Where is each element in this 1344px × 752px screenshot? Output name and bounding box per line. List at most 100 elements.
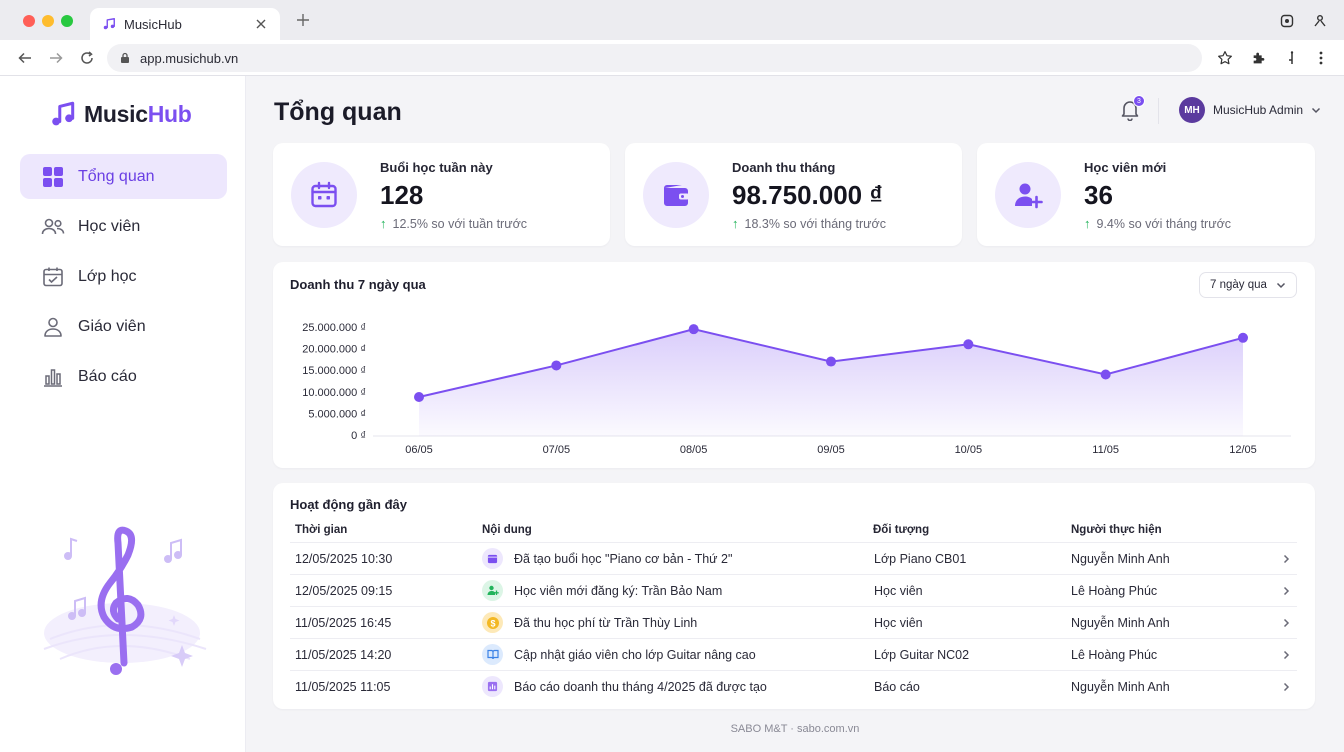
wallet-icon bbox=[643, 162, 709, 228]
chevron-right-icon[interactable] bbox=[1280, 649, 1292, 661]
row-actor: Nguyễn Minh Anh bbox=[1071, 616, 1170, 630]
tab-bar: MusicHub bbox=[0, 0, 1344, 40]
sidebar-item-teachers[interactable]: Giáo viên bbox=[20, 304, 227, 349]
table-row[interactable]: 12/05/2025 10:30 Đã tạo buổi học "Piano … bbox=[290, 542, 1297, 574]
column-header-time: Thời gian bbox=[295, 524, 348, 536]
chart-point[interactable] bbox=[551, 360, 562, 371]
sidebar-item-label: Lớp học bbox=[78, 267, 137, 285]
music-note-icon bbox=[50, 100, 76, 128]
sidebar-item-label: Tổng quan bbox=[78, 167, 155, 185]
sidebar-item-classes[interactable]: Lớp học bbox=[20, 254, 227, 299]
row-time: 11/05/2025 14:20 bbox=[295, 648, 392, 662]
table-row[interactable]: 11/05/2025 11:05 Báo cáo doanh thu tháng… bbox=[290, 670, 1297, 702]
url-field[interactable]: app.musichub.vn bbox=[107, 44, 1202, 72]
row-actor: Lê Hoàng Phúc bbox=[1071, 584, 1158, 598]
chevron-down-icon bbox=[1310, 104, 1322, 116]
bookmark-star-icon[interactable] bbox=[1216, 49, 1234, 67]
chart-point[interactable] bbox=[1238, 332, 1248, 343]
camera-icon[interactable] bbox=[1279, 13, 1295, 29]
x-tick-label: 12/05 bbox=[1229, 444, 1257, 456]
x-tick-label: 10/05 bbox=[955, 444, 983, 456]
more-menu-icon[interactable] bbox=[1312, 49, 1330, 67]
stat-label: Học viên mới bbox=[1084, 160, 1167, 175]
revenue-chart-card: Doanh thu 7 ngày qua 7 ngày qua 0 ₫ 5.000… bbox=[273, 262, 1315, 468]
minimize-window-button[interactable] bbox=[42, 15, 54, 27]
column-header-content: Nội dung bbox=[482, 524, 532, 536]
row-time: 11/05/2025 16:45 bbox=[295, 616, 392, 630]
dollar-icon: $ bbox=[482, 612, 503, 633]
svg-text:$: $ bbox=[490, 618, 495, 628]
row-target: Lớp Guitar NC02 bbox=[874, 648, 970, 662]
teacher-icon bbox=[41, 315, 65, 339]
logo[interactable]: MusicHub bbox=[50, 100, 192, 128]
chart-title: Doanh thu 7 ngày qua bbox=[290, 277, 426, 292]
back-arrow-icon[interactable] bbox=[16, 49, 34, 67]
y-tick-label: 10.000.000 ₫ bbox=[302, 387, 366, 399]
table-row[interactable]: 11/05/2025 16:45 $ Đã thu học phí từ Trầ… bbox=[290, 606, 1297, 638]
table-row[interactable]: 12/05/2025 09:15 Học viên mới đăng ký: T… bbox=[290, 574, 1297, 606]
page-title: Tổng quan bbox=[274, 98, 402, 126]
notification-badge: 3 bbox=[1133, 95, 1145, 107]
chevron-right-icon[interactable] bbox=[1280, 617, 1292, 629]
y-tick-label: 5.000.000 ₫ bbox=[308, 408, 366, 420]
browser-tab[interactable]: MusicHub bbox=[90, 8, 280, 40]
maximize-window-button[interactable] bbox=[61, 15, 73, 27]
x-tick-label: 09/05 bbox=[817, 444, 845, 456]
chart-point[interactable] bbox=[1100, 369, 1111, 380]
y-tick-label: 20.000.000 ₫ bbox=[302, 344, 366, 356]
users-icon bbox=[41, 215, 65, 239]
profile-icon[interactable] bbox=[1312, 13, 1328, 29]
calendar-icon bbox=[291, 162, 357, 228]
treble-clef-illustration bbox=[30, 521, 210, 681]
chart-point[interactable] bbox=[826, 356, 836, 367]
notification-bell-icon[interactable] bbox=[1120, 99, 1142, 121]
stat-label: Doanh thu tháng bbox=[732, 160, 836, 175]
sidebar-item-reports[interactable]: Báo cáo bbox=[20, 354, 227, 399]
sidebar-item-label: Giáo viên bbox=[78, 317, 146, 335]
row-actor: Nguyễn Minh Anh bbox=[1071, 552, 1170, 566]
lock-icon bbox=[119, 52, 131, 64]
chart-point[interactable] bbox=[414, 391, 424, 402]
row-content: Đã thu học phí từ Trần Thùy Linh bbox=[514, 616, 698, 630]
sidebar-item-label: Báo cáo bbox=[78, 367, 137, 385]
row-actor: Nguyễn Minh Anh bbox=[1071, 680, 1170, 694]
close-window-button[interactable] bbox=[23, 15, 35, 27]
avatar: MH bbox=[1179, 97, 1205, 123]
stat-delta: ↑ 12.5% so với tuần trước bbox=[380, 216, 528, 231]
recent-activity-card: Hoạt động gần đây Thời gian Nội dung Đối… bbox=[273, 483, 1315, 709]
book-icon bbox=[482, 644, 503, 665]
chart-point[interactable] bbox=[963, 339, 974, 350]
report-icon bbox=[482, 676, 503, 697]
tab-close-icon[interactable] bbox=[254, 17, 268, 31]
stat-value: 128 bbox=[380, 180, 424, 210]
row-content: Cập nhật giáo viên cho lớp Guitar nâng c… bbox=[514, 648, 756, 662]
new-tab-button[interactable] bbox=[294, 12, 312, 30]
x-tick-label: 06/05 bbox=[405, 444, 433, 456]
chart-point[interactable] bbox=[688, 324, 699, 335]
revenue-line-chart: 0 ₫ 5.000.000 ₫ 10.000.000 ₫ 15.000.000 ₫ 20… bbox=[302, 322, 1291, 456]
user-menu[interactable]: MH MusicHub Admin bbox=[1179, 97, 1322, 123]
row-content: Đã tạo buổi học "Piano cơ bản - Thứ 2" bbox=[514, 552, 733, 566]
extensions-puzzle-icon[interactable] bbox=[1250, 49, 1268, 67]
app: MusicHub Tổng quan Học viên Lớp học Giáo… bbox=[0, 76, 1344, 752]
sidebar-item-overview[interactable]: Tổng quan bbox=[20, 154, 227, 199]
forward-arrow-icon[interactable] bbox=[47, 49, 65, 67]
sidebar-icon[interactable] bbox=[1283, 49, 1301, 67]
address-bar: app.musichub.vn bbox=[0, 40, 1344, 76]
table-row[interactable]: 11/05/2025 14:20 Cập nhật giáo viên cho … bbox=[290, 638, 1297, 670]
main-content: Tổng quan 3 MH MusicHub Admin Buổi học t… bbox=[246, 76, 1344, 752]
sidebar-item-students[interactable]: Học viên bbox=[20, 204, 227, 249]
stat-value: 36 bbox=[1084, 180, 1113, 210]
chevron-right-icon[interactable] bbox=[1280, 585, 1292, 597]
x-tick-label: 11/05 bbox=[1092, 444, 1119, 456]
header-divider bbox=[1158, 98, 1159, 124]
tab-title: MusicHub bbox=[124, 16, 182, 32]
range-select[interactable]: 7 ngày qua bbox=[1199, 272, 1297, 298]
stat-label: Buổi học tuần này bbox=[380, 160, 493, 175]
reload-icon[interactable] bbox=[78, 49, 96, 67]
chevron-right-icon[interactable] bbox=[1280, 553, 1292, 565]
browser-chrome: MusicHub app.musichub.vn bbox=[0, 0, 1344, 76]
row-target: Lớp Piano CB01 bbox=[874, 552, 967, 566]
stat-card-new-students: Học viên mới 36 ↑ 9.4% so với tháng trước bbox=[977, 143, 1315, 246]
chevron-right-icon[interactable] bbox=[1280, 681, 1292, 693]
